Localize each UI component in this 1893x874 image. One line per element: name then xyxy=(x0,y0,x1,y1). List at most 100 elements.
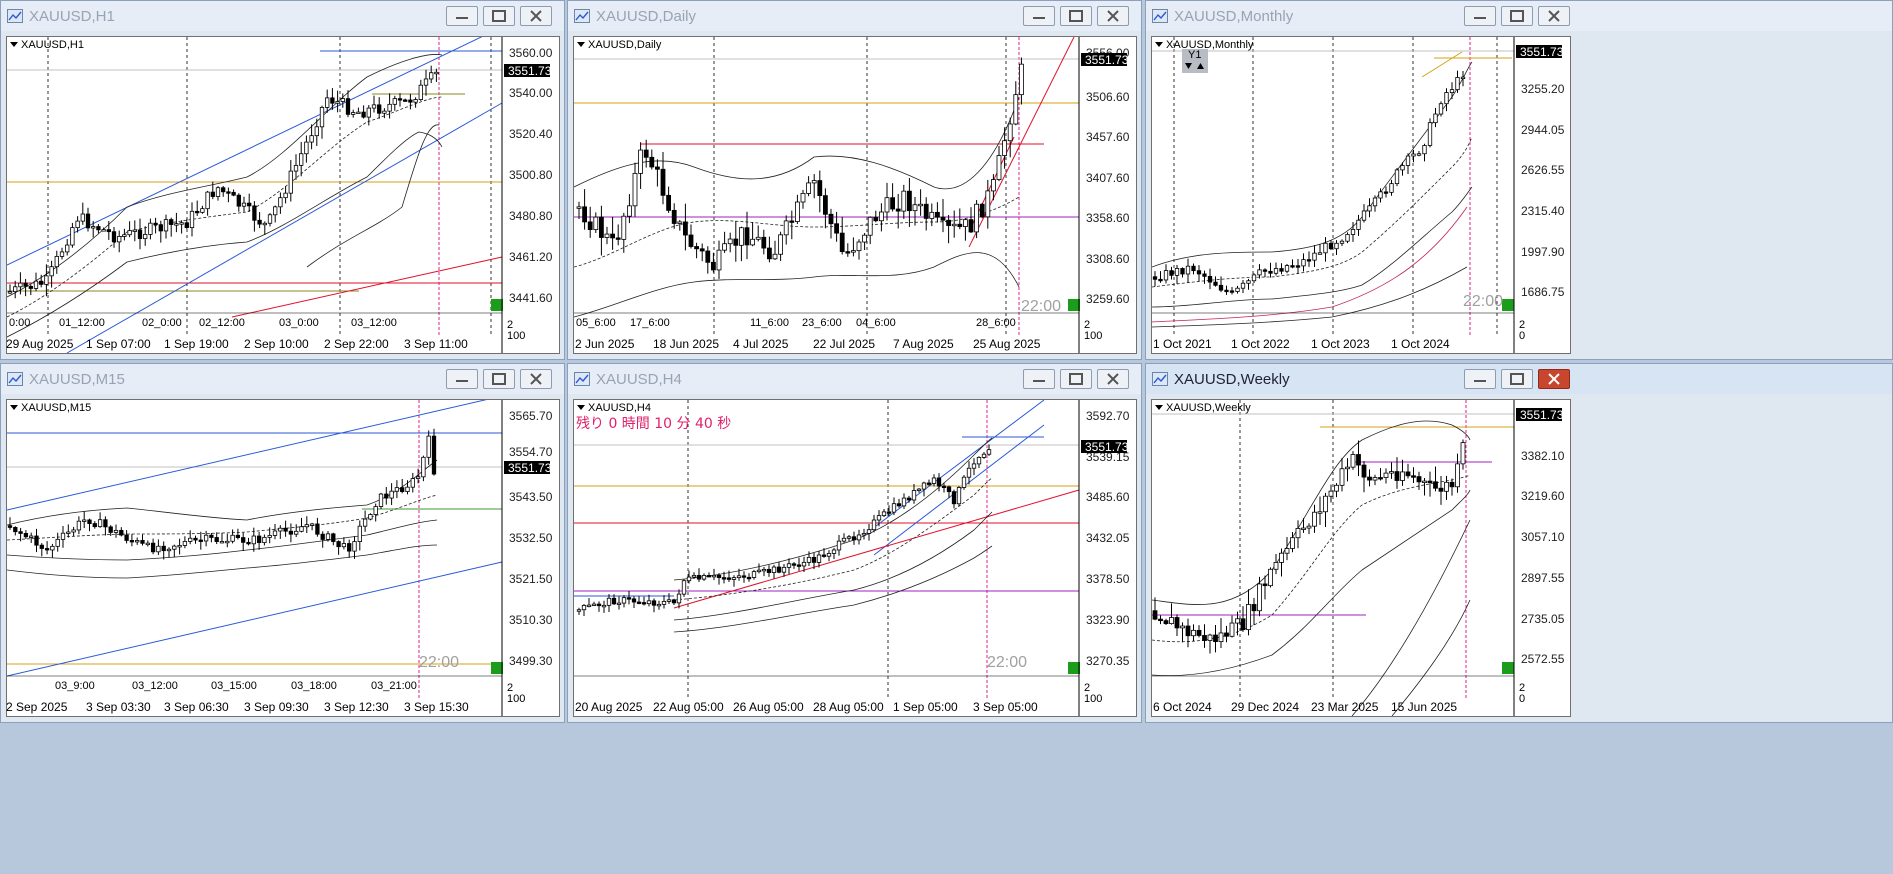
candle-bullish xyxy=(91,226,96,229)
candle-bullish xyxy=(241,202,247,207)
minimize-button[interactable] xyxy=(446,369,478,389)
price-tick: 3441.60 xyxy=(509,291,553,305)
candle-bullish xyxy=(1257,583,1262,612)
chart-window-h1[interactable]: XAUUSD,H1 xyxy=(0,0,565,360)
title-bar[interactable]: XAUUSD,H4 xyxy=(568,364,1141,394)
candle-bullish xyxy=(1350,229,1356,235)
close-button[interactable] xyxy=(1538,6,1570,26)
chart-area[interactable]: 22:00 3556.00 3506.60 3457.60 3407.60 33… xyxy=(573,36,1137,354)
candle-bullish xyxy=(373,506,378,515)
candlesticks xyxy=(576,57,1024,280)
dropdown-triangle-icon[interactable] xyxy=(577,405,585,410)
candle-bullish xyxy=(65,244,70,253)
title-bar[interactable]: XAUUSD,M15 xyxy=(1,364,564,394)
close-button[interactable] xyxy=(1097,6,1129,26)
title-bar[interactable]: XAUUSD,Weekly xyxy=(1146,364,1892,394)
candle-bearish xyxy=(235,534,241,538)
candle-bearish xyxy=(1158,618,1163,622)
one-click-indicator[interactable] xyxy=(1068,662,1080,674)
triangle-down-icon[interactable] xyxy=(1185,63,1192,69)
candle-bullish xyxy=(593,216,599,231)
candle-bullish xyxy=(66,531,71,534)
candle-bullish xyxy=(418,84,423,100)
chart-window-m15[interactable]: XAUUSD,M15 22:00 3565.70 xyxy=(0,363,565,723)
chart-area[interactable]: Y1 22:00 3255.20 2944.05 2626.55 2315.40… xyxy=(1151,36,1571,354)
one-click-indicator[interactable] xyxy=(491,662,503,674)
candle-bullish xyxy=(278,527,283,532)
dropdown-triangle-icon[interactable] xyxy=(577,42,585,47)
minimize-icon xyxy=(1474,380,1486,382)
minimize-button[interactable] xyxy=(1023,369,1055,389)
one-click-indicator[interactable] xyxy=(1502,299,1514,311)
close-button[interactable] xyxy=(520,6,552,26)
candle-bullish xyxy=(1218,632,1224,643)
candle-bullish xyxy=(1422,145,1427,155)
chart-area[interactable]: 3560.00 3540.00 3520.40 3500.80 3480.80 … xyxy=(6,36,560,354)
candle-bearish xyxy=(1438,487,1444,492)
bar-timer-watermark: 22:00 xyxy=(1463,293,1503,310)
close-button[interactable] xyxy=(1097,369,1129,389)
maximize-button[interactable] xyxy=(1060,369,1092,389)
candle-bullish xyxy=(1455,463,1460,488)
maximize-button[interactable] xyxy=(1501,6,1533,26)
chart-area[interactable]: 22:00 3592.70 3539.15 3485.60 3432.05 33… xyxy=(573,399,1137,717)
triangle-up-icon[interactable] xyxy=(1197,63,1204,69)
candle-bearish xyxy=(96,226,101,231)
candle-bullish xyxy=(1191,629,1196,637)
chart-window-weekly[interactable]: XAUUSD,Weekly xyxy=(1145,363,1893,723)
candle-bearish xyxy=(923,203,929,219)
minimize-button[interactable] xyxy=(1464,369,1496,389)
dropdown-triangle-icon[interactable] xyxy=(1155,42,1163,47)
maximize-button[interactable] xyxy=(483,369,515,389)
maximize-icon xyxy=(1069,10,1083,22)
chart-svg: Y1 22:00 3255.20 2944.05 2626.55 2315.40… xyxy=(1152,37,1565,353)
candle-bearish xyxy=(108,526,113,533)
candle-bullish xyxy=(319,107,325,128)
close-icon xyxy=(1548,373,1560,385)
chart-area[interactable]: 3382.10 3219.60 3057.10 2897.55 2735.05 … xyxy=(1151,399,1571,717)
maximize-button[interactable] xyxy=(1060,6,1092,26)
close-button[interactable] xyxy=(1538,369,1570,389)
candle-bullish xyxy=(778,234,784,255)
candle-bearish xyxy=(1295,265,1301,268)
dropdown-triangle-icon[interactable] xyxy=(1155,405,1163,410)
candle-bullish xyxy=(581,605,587,611)
candle-bearish xyxy=(34,535,39,546)
candle-bullish xyxy=(299,526,304,532)
chart-window-monthly[interactable]: XAUUSD,Monthly xyxy=(1145,0,1893,360)
time-axis-label: 1 Sep 19:00 xyxy=(164,337,229,351)
candle-bearish xyxy=(226,191,231,194)
candle-bearish xyxy=(1213,281,1218,286)
minimize-button[interactable] xyxy=(446,6,478,26)
one-click-indicator[interactable] xyxy=(1068,299,1080,311)
candle-bullish xyxy=(389,490,394,499)
chart-window-h4[interactable]: XAUUSD,H4 xyxy=(567,363,1142,723)
candle-bullish xyxy=(70,227,75,246)
chart-area[interactable]: 22:00 3565.70 3554.70 3543.50 3532.50 35… xyxy=(6,399,560,717)
title-bar[interactable]: XAUUSD,Daily xyxy=(568,1,1141,31)
candle-bullish xyxy=(177,545,182,548)
one-click-indicator[interactable] xyxy=(1502,662,1514,674)
maximize-button[interactable] xyxy=(483,6,515,26)
symbol-label: XAUUSD,H1 xyxy=(21,39,84,51)
minimize-button[interactable] xyxy=(1464,6,1496,26)
candle-bullish xyxy=(961,476,967,488)
dropdown-triangle-icon[interactable] xyxy=(10,405,18,410)
candle-bearish xyxy=(336,541,341,548)
candle-bearish xyxy=(688,234,694,247)
candle-bullish xyxy=(325,533,331,540)
title-bar[interactable]: XAUUSD,Monthly xyxy=(1146,1,1892,31)
chart-window-daily[interactable]: XAUUSD,Daily 22:00 xyxy=(567,0,1142,360)
dropdown-triangle-icon[interactable] xyxy=(10,42,18,47)
price-tick: 3510.30 xyxy=(509,613,553,627)
maximize-button[interactable] xyxy=(1501,369,1533,389)
title-bar[interactable]: XAUUSD,H1 xyxy=(1,1,564,31)
minimize-button[interactable] xyxy=(1023,6,1055,26)
one-click-indicator[interactable] xyxy=(491,299,503,311)
candle-bullish xyxy=(49,266,54,277)
candle-bullish xyxy=(731,577,737,580)
candle-bullish xyxy=(727,238,733,245)
close-button[interactable] xyxy=(520,369,552,389)
candle-bullish xyxy=(1460,76,1466,80)
candle-bullish xyxy=(884,197,890,213)
